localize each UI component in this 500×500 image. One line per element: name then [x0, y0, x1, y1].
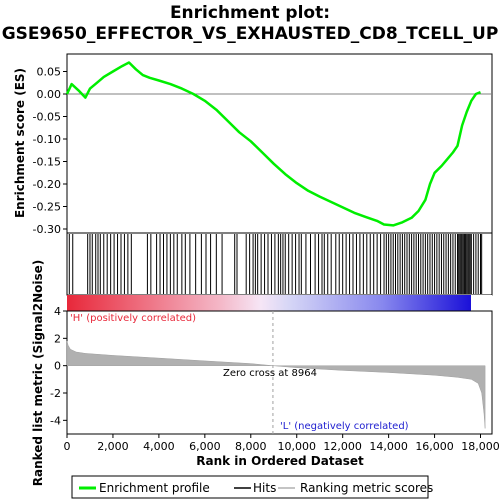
positive-correlation-label: 'H' (positively correlated): [70, 313, 196, 324]
rank-color-bar-tail: [471, 295, 492, 311]
x-tick-label: 10,000: [277, 440, 316, 453]
legend-profile-label: Enrichment profile: [99, 481, 210, 495]
es-y-axis-label: Enrichment score (ES): [13, 68, 27, 218]
metric-y-tick-label: -2: [50, 387, 61, 400]
metric-y-axis: 4 2 0 -2 -4: [50, 305, 67, 427]
metric-y-tick-label: 4: [54, 305, 61, 318]
es-y-tick-label: -0.15: [33, 156, 61, 169]
chart-subtitle: GSE9650_EFFECTOR_VS_EXHAUSTED_CD8_TCELL_…: [2, 24, 499, 44]
legend-box: [71, 475, 429, 499]
es-y-tick-label: -0.30: [33, 223, 61, 236]
es-y-axis: 0.05 0.00 -0.05 -0.10 -0.15 -0.20 -0.25 -0.30: [33, 66, 67, 236]
es-y-tick-label: -0.05: [33, 111, 61, 124]
metric-y-axis-label: Ranked list metric (Signal2Noise): [31, 260, 45, 487]
metric-y-tick-label: 2: [54, 332, 61, 345]
x-tick-label: 18,000: [461, 440, 500, 453]
enrichment-plot-frame: [66, 53, 493, 234]
x-tick-label: 16,000: [415, 440, 454, 453]
es-y-tick-label: -0.10: [33, 133, 61, 146]
zero-cross-label: Zero cross at 8964: [223, 368, 317, 379]
hits-frame: [66, 232, 493, 296]
negative-correlation-label: 'L' (negatively correlated): [280, 421, 409, 432]
metric-x-axis: 0 2,000 4,000 6,000 8,000 10,000 12,000 14,000 1…: [64, 434, 500, 453]
rank-color-bar: [67, 295, 471, 311]
metric-y-tick-label: 0: [54, 360, 61, 373]
hits-markers: [68, 234, 483, 294]
x-tick-label: 2,000: [97, 440, 129, 453]
x-axis-label: Rank in Ordered Dataset: [196, 454, 364, 468]
x-tick-label: 4,000: [143, 440, 175, 453]
enrichment-profile-line: [65, 61, 481, 227]
legend-metric-label: Ranking metric scores: [300, 481, 433, 495]
es-y-tick-label: 0.05: [37, 66, 62, 79]
x-tick-label: 8,000: [235, 440, 267, 453]
chart-title: Enrichment plot:: [170, 3, 330, 23]
es-y-tick-label: -0.20: [33, 178, 61, 191]
metric-y-tick-label: -4: [50, 414, 61, 427]
es-y-tick-label: 0.00: [37, 88, 62, 101]
x-tick-label: 12,000: [323, 440, 362, 453]
x-tick-label: 6,000: [189, 440, 221, 453]
x-tick-label: 14,000: [369, 440, 408, 453]
metric-plot-frame: [66, 310, 493, 435]
es-y-tick-label: -0.25: [33, 201, 61, 214]
ranking-metric-area: [66, 341, 486, 429]
x-tick-label: 0: [64, 440, 71, 453]
legend-hits-label: Hits: [253, 481, 276, 495]
